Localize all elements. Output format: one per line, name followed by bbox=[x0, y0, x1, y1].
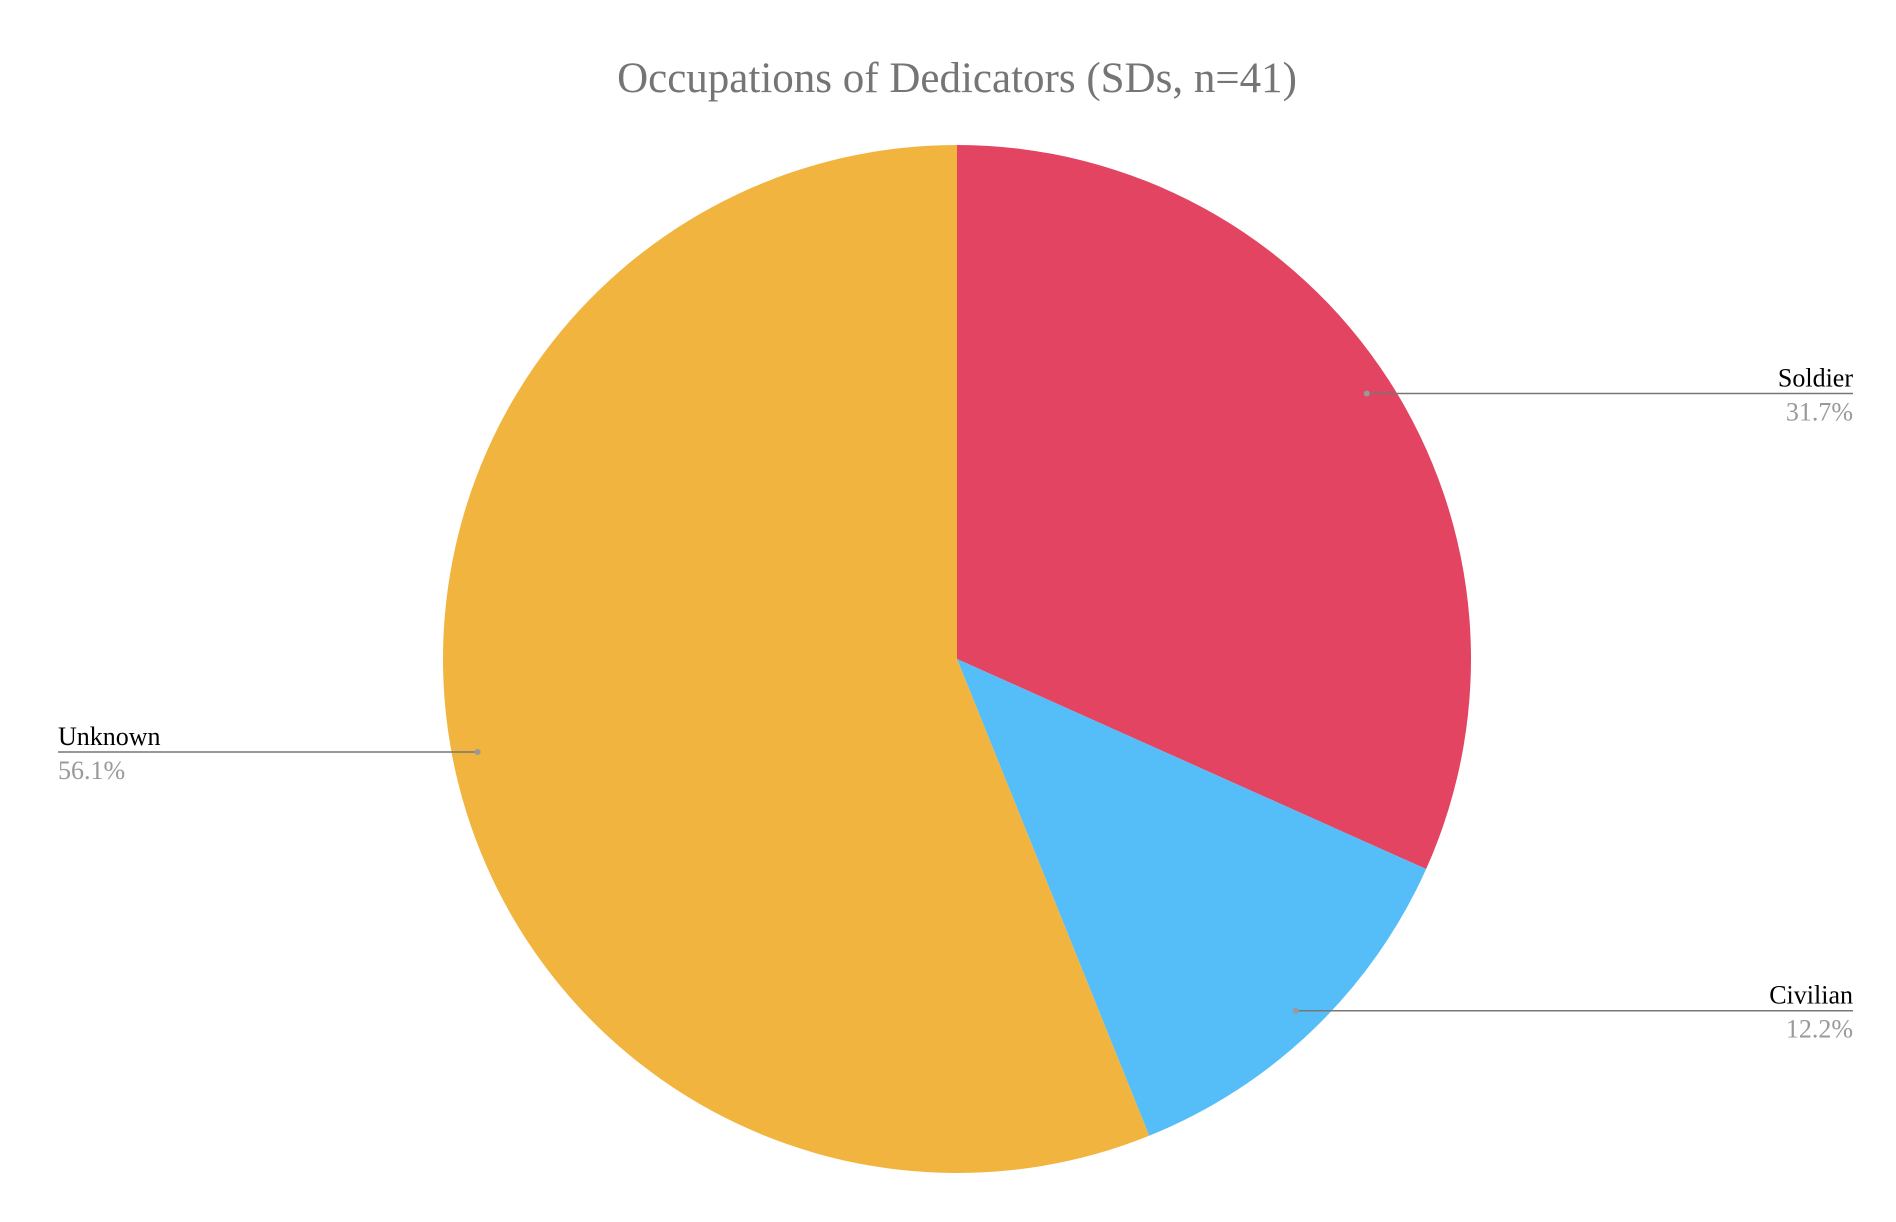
pie-slice bbox=[957, 145, 1471, 870]
slice-label: Soldier bbox=[1778, 363, 1853, 392]
leader-dot bbox=[1363, 390, 1370, 397]
slice-value-label: 56.1% bbox=[58, 756, 125, 785]
slice-value-label: 31.7% bbox=[1786, 397, 1853, 426]
slice-label: Unknown bbox=[58, 722, 161, 751]
leader-dot bbox=[1292, 1007, 1299, 1014]
pie-slice bbox=[957, 659, 1427, 1136]
leader-dot bbox=[474, 749, 481, 756]
pie-slice bbox=[443, 145, 1150, 1173]
slice-value-label: 12.2% bbox=[1786, 1015, 1853, 1044]
slice-label: Civilian bbox=[1769, 981, 1853, 1010]
chart-title: Occupations of Dedicators (SDs, n=41) bbox=[617, 55, 1297, 102]
